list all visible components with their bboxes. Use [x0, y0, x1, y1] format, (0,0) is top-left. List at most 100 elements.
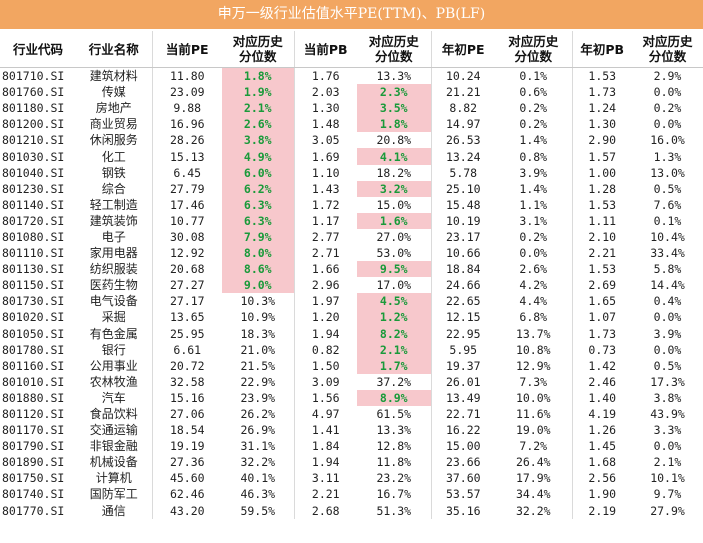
header-start-pb: 年初PB [571, 31, 632, 68]
cell-industry-name: 有色金属 [89, 326, 138, 341]
cell-start-pe: 13.24 [430, 148, 495, 165]
cell-start-pb: 1.57 [571, 148, 632, 165]
cell-current-pb: 2.68 [293, 502, 357, 519]
cell-start-pb: 2.19 [571, 502, 632, 519]
cell-current-pe-pct: 6.0% [222, 164, 294, 181]
cell-current-pb-pct: 20.8% [376, 133, 412, 148]
cell-current-pe: 17.46 [151, 196, 222, 213]
cell-start-pb: 1.30 [571, 116, 632, 133]
table-row: 801880.SI 汽车 15.16 23.9% 1.56 8.9% 13.49 10.0% 1… [0, 389, 703, 406]
cell-start-pb-pct: 9.7% [653, 487, 682, 502]
cell-code: 801030.SI [2, 149, 65, 164]
cell-current-pb: 1.20 [293, 309, 357, 326]
cell-current-pb-pct: 37.2% [376, 374, 412, 389]
cell-start-pe: 10.24 [430, 67, 495, 85]
header-start-pb-pct: 对应历史分位数 [632, 31, 703, 68]
cell-current-pe: 20.68 [151, 261, 222, 278]
cell-current-pb-pct: 8.9% [357, 389, 431, 406]
cell-start-pe: 22.65 [430, 293, 495, 310]
cell-current-pe: 27.17 [151, 293, 222, 310]
cell-start-pe: 10.19 [430, 212, 495, 229]
cell-current-pb: 1.97 [293, 293, 357, 310]
cell-start-pb: 2.46 [571, 373, 632, 390]
cell-start-pb-pct: 27.9% [650, 503, 685, 518]
cell-start-pb: 1.24 [571, 100, 632, 117]
cell-current-pb: 2.77 [293, 228, 357, 246]
cell-start-pe: 26.53 [430, 132, 495, 149]
cell-code: 801770.SI [2, 503, 65, 518]
cell-start-pb-pct: 0.0% [653, 117, 682, 132]
cell-current-pb-pct: 15.0% [376, 197, 412, 212]
cell-industry-name: 建筑材料 [89, 69, 138, 84]
cell-start-pe: 5.78 [430, 164, 495, 181]
cell-start-pb-pct: 13.0% [650, 165, 685, 180]
table-row: 801710.SI 建筑材料 11.80 1.8% 1.76 13.3% 10.24 0.1%… [0, 67, 703, 85]
cell-start-pe-pct: 34.4% [515, 487, 551, 502]
cell-code: 801750.SI [2, 471, 65, 486]
cell-current-pb: 1.56 [293, 389, 357, 406]
cell-start-pb: 1.40 [571, 389, 632, 406]
cell-start-pe-pct: 19.0% [515, 423, 551, 438]
cell-start-pb: 1.00 [571, 164, 632, 181]
cell-current-pe: 16.96 [151, 116, 222, 133]
cell-start-pb-pct: 7.6% [653, 197, 682, 212]
cell-industry-name: 商业贸易 [89, 117, 138, 132]
cell-start-pe-pct: 13.7% [515, 326, 551, 341]
cell-current-pb: 1.84 [293, 438, 357, 455]
cell-current-pb: 1.48 [293, 116, 357, 133]
cell-start-pe-pct: 32.2% [515, 503, 551, 518]
cell-current-pb-pct: 51.3% [376, 503, 412, 518]
cell-code: 801160.SI [2, 358, 65, 373]
cell-code: 801020.SI [2, 310, 65, 325]
cell-start-pe-pct: 1.4% [519, 181, 548, 196]
cell-industry-name: 电子 [101, 229, 126, 244]
cell-start-pe-pct: 0.2% [519, 101, 548, 116]
header-current-pb-pct: 对应历史分位数 [357, 31, 431, 68]
cell-industry-name: 汽车 [101, 390, 126, 405]
cell-current-pe: 27.06 [151, 405, 222, 423]
valuation-table: 行业代码 行业名称 当前PE 对应历史分位数 当前PB 对应历史分位数 年初PE… [0, 31, 703, 519]
cell-current-pe-pct: 10.9% [240, 310, 276, 325]
cell-start-pb-pct: 0.5% [653, 358, 682, 373]
cell-start-pe-pct: 4.4% [519, 294, 548, 309]
cell-start-pb: 1.53 [571, 261, 632, 278]
cell-current-pe: 6.61 [151, 341, 222, 358]
cell-current-pb-pct: 13.3% [376, 69, 412, 84]
cell-industry-name: 交通运输 [89, 423, 138, 438]
cell-current-pb-pct: 1.7% [357, 357, 431, 374]
cell-start-pe: 8.82 [430, 100, 495, 117]
cell-start-pe-pct: 0.8% [519, 149, 548, 164]
cell-industry-name: 计算机 [95, 471, 132, 486]
cell-current-pb: 3.11 [293, 470, 357, 487]
cell-start-pe: 24.66 [430, 277, 495, 294]
cell-start-pb-pct: 33.4% [650, 246, 685, 261]
cell-start-pb: 0.73 [571, 341, 632, 358]
cell-current-pb: 1.30 [293, 100, 357, 117]
cell-industry-name: 家用电器 [89, 246, 138, 261]
cell-current-pb: 1.66 [293, 261, 357, 278]
cell-current-pb: 2.96 [293, 277, 357, 294]
table-row: 801140.SI 轻工制造 17.46 6.3% 1.72 15.0% 15.48 1.1%… [0, 196, 703, 213]
cell-code: 801010.SI [2, 374, 65, 389]
cell-start-pb-pct: 16.0% [650, 133, 685, 148]
cell-start-pb-pct: 5.8% [653, 262, 682, 277]
cell-start-pe-pct: 0.2% [519, 117, 548, 132]
cell-start-pb-pct: 2.9% [653, 69, 682, 84]
cell-start-pe-pct: 0.0% [519, 246, 548, 261]
cell-current-pe: 32.58 [151, 373, 222, 390]
cell-start-pb-pct: 10.1% [650, 471, 685, 486]
cell-current-pe: 43.20 [151, 502, 222, 519]
cell-current-pe: 9.88 [151, 100, 222, 117]
table-row: 801120.SI 食品饮料 27.06 26.2% 4.97 61.5% 22.71 11.… [0, 405, 703, 423]
cell-current-pe: 6.45 [151, 164, 222, 181]
cell-start-pe: 13.49 [430, 389, 495, 406]
cell-current-pe-pct: 31.1% [240, 439, 276, 454]
cell-start-pe: 23.17 [430, 228, 495, 246]
table-row: 801020.SI 采掘 13.65 10.9% 1.20 1.2% 12.15 6.8% 1.… [0, 309, 703, 326]
table-row: 801230.SI 综合 27.79 6.2% 1.43 3.2% 25.10 1.4% 1.2… [0, 180, 703, 197]
cell-start-pe-pct: 4.2% [519, 278, 548, 293]
cell-current-pe-pct: 8.6% [222, 261, 294, 278]
table-row: 801030.SI 化工 15.13 4.9% 1.69 4.1% 13.24 0.8% 1.5… [0, 148, 703, 165]
cell-code: 801050.SI [2, 326, 65, 341]
cell-start-pb-pct: 0.0% [653, 439, 682, 454]
